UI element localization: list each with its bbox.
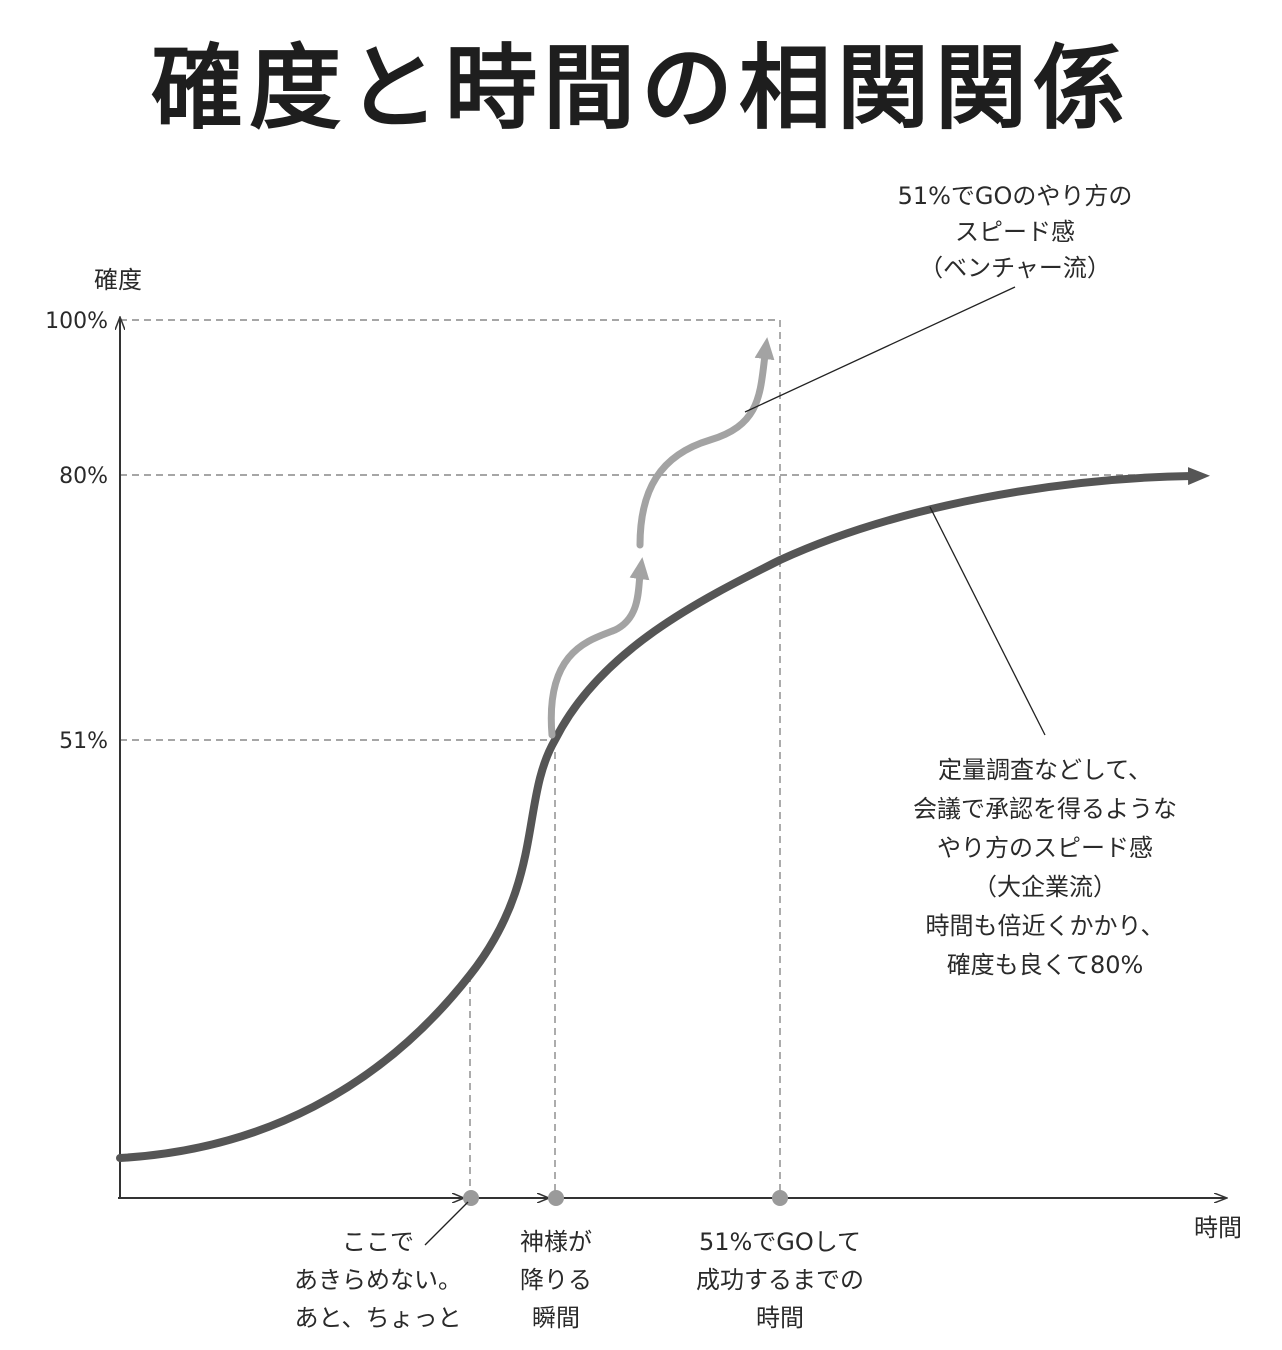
svg-text:会議で承認を得るような: 会議で承認を得るような bbox=[913, 795, 1177, 823]
svg-text:ここで: ここで bbox=[342, 1228, 414, 1256]
enterprise-leader-line bbox=[929, 506, 1046, 736]
svg-text:定量調査などして、: 定量調査などして、 bbox=[938, 756, 1152, 784]
venture-curve-segment-2 bbox=[636, 337, 775, 549]
svg-text:神様が: 神様が bbox=[520, 1228, 592, 1256]
y-axis-label: 確度 bbox=[94, 266, 142, 294]
venture-annotation: 51%でGOのやり方の スピード感 （ベンチャー流） bbox=[898, 182, 1133, 282]
svg-text:確度も良くて80%: 確度も良くて80% bbox=[947, 951, 1144, 979]
svg-text:51%でGOのやり方の: 51%でGOのやり方の bbox=[898, 182, 1133, 210]
svg-text:スピード感: スピード感 bbox=[955, 218, 1075, 246]
svg-text:降りる: 降りる bbox=[520, 1266, 592, 1294]
giveup-annotation: ここで あきらめない。 あと、ちょっと bbox=[294, 1228, 462, 1332]
point-giveup bbox=[463, 1190, 479, 1206]
svg-text:51%でGOして: 51%でGOして bbox=[699, 1228, 861, 1256]
y-tick-100: 100% bbox=[45, 309, 108, 334]
svg-text:時間: 時間 bbox=[756, 1304, 804, 1332]
page-title: 確度と時間の相関関係 bbox=[150, 35, 1131, 142]
y-tick-80: 80% bbox=[59, 464, 108, 489]
y-tick-51: 51% bbox=[59, 729, 108, 754]
svg-text:成功するまでの: 成功するまでの bbox=[696, 1266, 864, 1294]
svg-text:あと、ちょっと: あと、ちょっと bbox=[294, 1304, 461, 1332]
svg-text:（大企業流）: （大企業流） bbox=[973, 873, 1117, 901]
point-god-moment bbox=[548, 1190, 564, 1206]
god-moment-annotation: 神様が 降りる 瞬間 bbox=[520, 1228, 592, 1332]
giveup-leader-line bbox=[424, 1201, 469, 1246]
enterprise-curve bbox=[116, 467, 1210, 1162]
svg-text:あきらめない。: あきらめない。 bbox=[294, 1266, 462, 1294]
point-success-time bbox=[772, 1190, 788, 1206]
x-axis-label: 時間 bbox=[1194, 1214, 1242, 1242]
success-time-annotation: 51%でGOして 成功するまでの 時間 bbox=[696, 1228, 864, 1332]
svg-text:瞬間: 瞬間 bbox=[532, 1304, 580, 1332]
venture-leader-line bbox=[744, 286, 1016, 413]
svg-text:やり方のスピード感: やり方のスピード感 bbox=[937, 834, 1153, 862]
svg-text:（ベンチャー流）: （ベンチャー流） bbox=[919, 254, 1111, 282]
enterprise-annotation: 定量調査などして、 会議で承認を得るような やり方のスピード感 （大企業流） 時… bbox=[913, 756, 1177, 979]
svg-text:時間も倍近くかかり、: 時間も倍近くかかり、 bbox=[925, 912, 1164, 940]
venture-curve-segment-1 bbox=[547, 557, 650, 739]
